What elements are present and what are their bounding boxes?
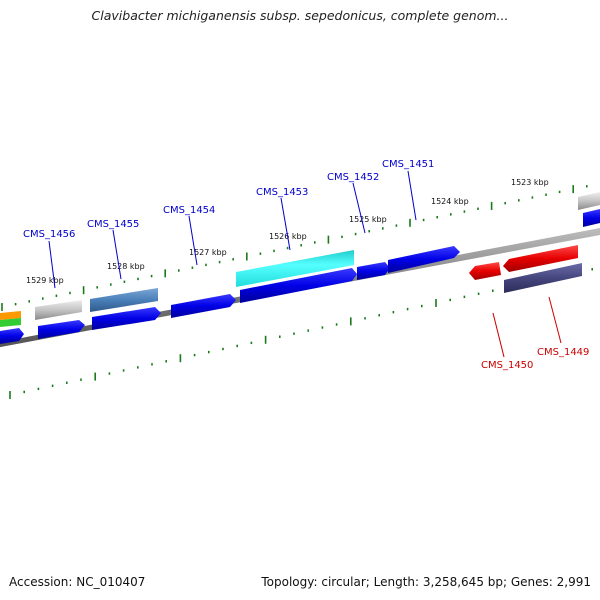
feature-bar-navy[interactable]: [504, 263, 582, 293]
kbp-label: 1523 kbp: [511, 178, 549, 187]
gene-arrow-cms-1452[interactable]: [357, 262, 390, 280]
gene-label-cms-1449[interactable]: CMS_1449: [537, 347, 589, 358]
gene-arrow-right-edge[interactable]: [583, 209, 600, 227]
kbp-label: 1524 kbp: [431, 197, 469, 206]
feature-bar-orange[interactable]: [0, 311, 21, 320]
kbp-label: 1525 kbp: [349, 215, 387, 224]
feature-bar-steel[interactable]: [90, 288, 158, 312]
feature-bar-green[interactable]: [0, 318, 21, 327]
feature-bar-cyan[interactable]: [236, 250, 354, 287]
gene-arrow-cms-1453[interactable]: [240, 268, 357, 303]
gene-arrow-cms-1455[interactable]: [92, 307, 161, 330]
gene-label-cms-1451[interactable]: CMS_1451: [382, 159, 434, 170]
accession-text: Accession: NC_010407: [9, 575, 146, 589]
gene-arrow-cms-1451[interactable]: [388, 246, 460, 273]
reverse-genes: [469, 245, 582, 293]
gene-arrow-cms-1449[interactable]: [503, 245, 578, 272]
genome-summary-text: Topology: circular; Length: 3,258,645 bp…: [261, 575, 591, 589]
gene-label-cms-1456[interactable]: CMS_1456: [23, 229, 75, 240]
gene-arrow-left-edge[interactable]: [0, 328, 24, 344]
feature-track: [0, 192, 600, 327]
gene-label-cms-1453[interactable]: CMS_1453: [256, 187, 308, 198]
gene-label-cms-1455[interactable]: CMS_1455: [87, 219, 139, 230]
gene-arrow-cms-1454[interactable]: [171, 294, 236, 318]
gene-label-cms-1452[interactable]: CMS_1452: [327, 172, 379, 183]
gene-label-cms-1450[interactable]: CMS_1450: [481, 360, 533, 371]
gene-arrow-cms-1450[interactable]: [469, 262, 501, 280]
feature-bar-gray-right[interactable]: [578, 192, 600, 210]
gene-arrow-cms-1456[interactable]: [38, 320, 85, 339]
gene-labels: CMS_1456 CMS_1455 CMS_1454 CMS_1453 CMS_…: [23, 159, 589, 371]
gene-label-cms-1454[interactable]: CMS_1454: [163, 205, 215, 216]
gene-leader-lines: [48, 170, 562, 358]
kbp-label: 1528 kbp: [107, 262, 145, 271]
map-title: Clavibacter michiganensis subsp. sepedon…: [91, 8, 509, 23]
kbp-label: 1527 kbp: [189, 248, 227, 257]
feature-bar-gray[interactable]: [35, 300, 82, 320]
ruler-ticks-upper: [1, 185, 588, 311]
forward-genes: [0, 209, 600, 344]
kbp-label: 1529 kbp: [26, 276, 64, 285]
